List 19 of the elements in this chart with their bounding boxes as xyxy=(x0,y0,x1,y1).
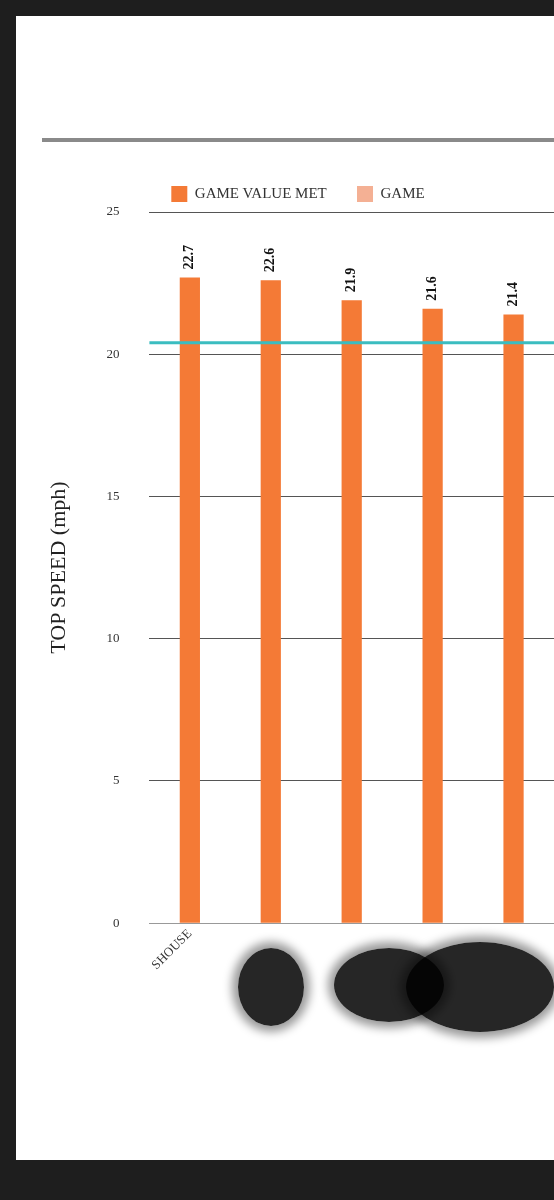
y-axis-title: TOP SPEED (mph) xyxy=(44,481,70,654)
y-tick-label: 25 xyxy=(106,203,120,219)
legend-label: GAME VALUE MET xyxy=(194,184,327,201)
bar xyxy=(179,277,200,923)
bar xyxy=(503,314,524,923)
data-label: 21.6 xyxy=(424,276,440,301)
data-label: 22.7 xyxy=(181,244,197,270)
data-label: 22.6 xyxy=(262,247,278,273)
y-tick-label: 10 xyxy=(106,630,120,646)
bar xyxy=(260,280,281,923)
data-label: 21.4 xyxy=(505,281,521,307)
legend-label: GAME xyxy=(380,184,425,201)
y-tick-label: 0 xyxy=(112,914,120,930)
bar xyxy=(341,300,362,923)
y-tick-label: 20 xyxy=(106,345,120,361)
bar xyxy=(422,308,443,923)
data-label: 21.9 xyxy=(343,267,359,293)
y-tick-label: 5 xyxy=(112,772,120,788)
y-tick-label: 15 xyxy=(106,487,120,503)
